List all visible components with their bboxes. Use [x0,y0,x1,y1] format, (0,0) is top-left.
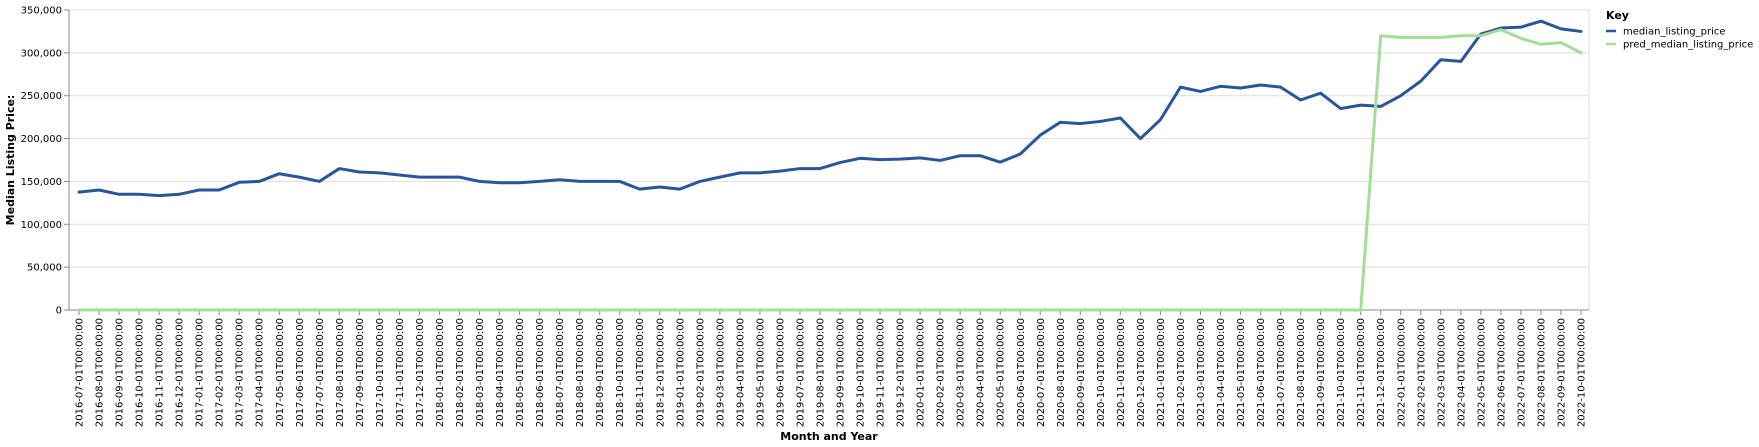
x-tick-label: 2017-05-01T00:00:00 [275,318,286,427]
x-tick-label: 2020-04-01T00:00:00 [976,318,987,427]
x-tick-label: 2016-09-01T00:00:00 [115,318,126,427]
x-tick-label: 2022-01-01T00:00:00 [1396,318,1407,427]
x-tick-label: 2018-11-01T00:00:00 [635,318,646,427]
x-tick-label: 2019-09-01T00:00:00 [836,318,847,427]
gridlines [69,9,1590,311]
x-tick-label: 2022-07-01T00:00:00 [1516,318,1527,427]
x-tick-label: 2021-06-01T00:00:00 [1256,318,1267,427]
x-tick-label: 2019-11-01T00:00:00 [876,318,887,427]
x-tick-label: 2020-07-01T00:00:00 [1036,318,1047,427]
x-tick-label: 2020-02-01T00:00:00 [936,318,947,427]
x-tick-label: 2016-10-01T00:00:00 [135,318,146,427]
legend: Key median_listing_price pred_median_list… [1606,9,1753,51]
x-tick-label: 2019-03-01T00:00:00 [715,318,726,427]
x-tick-label: 2022-09-01T00:00:00 [1556,318,1567,427]
legend-label: pred_median_listing_price [1623,40,1753,51]
x-tick-label: 2017-12-01T00:00:00 [415,318,426,427]
x-tick-label: 2017-09-01T00:00:00 [355,318,366,427]
x-tick-label: 2020-08-01T00:00:00 [1056,318,1067,427]
x-tick-label: 2021-03-01T00:00:00 [1196,318,1207,427]
x-tick-label: 2021-08-01T00:00:00 [1296,318,1307,427]
x-tick-label: 2021-01-01T00:00:00 [1156,318,1167,427]
x-tick-label: 2017-10-01T00:00:00 [375,318,386,427]
x-tick-label: 2016-11-01T00:00:00 [155,318,166,427]
x-tick-label: 2016-12-01T00:00:00 [175,318,186,427]
x-tick-label: 2021-11-01T00:00:00 [1356,318,1367,427]
x-tick-label: 2020-01-01T00:00:00 [916,318,927,427]
x-tick-label: 2021-05-01T00:00:00 [1236,318,1247,427]
x-tick-label: 2018-05-01T00:00:00 [515,318,526,427]
x-tick-label: 2022-04-01T00:00:00 [1456,318,1467,427]
x-tick-label: 2020-10-01T00:00:00 [1096,318,1107,427]
y-tick-label: 300,000 [21,48,62,59]
y-axis-title: Median Listing Price: [4,95,17,226]
x-tick-label: 2018-04-01T00:00:00 [495,318,506,427]
x-tick-label: 2020-11-01T00:00:00 [1116,318,1127,427]
x-tick-label: 2022-03-01T00:00:00 [1436,318,1447,427]
x-tick-label: 2016-08-01T00:00:00 [95,318,106,427]
x-tick-label: 2022-10-01T00:00:00 [1577,318,1588,427]
x-tick-label: 2017-07-01T00:00:00 [315,318,326,427]
x-tick-label: 2020-03-01T00:00:00 [956,318,967,427]
x-tick-label: 2019-02-01T00:00:00 [695,318,706,427]
x-tick-label: 2021-10-01T00:00:00 [1336,318,1347,427]
x-tick-label: 2021-07-01T00:00:00 [1276,318,1287,427]
legend-item: pred_median_listing_price [1606,40,1753,51]
x-tick-label: 2021-04-01T00:00:00 [1216,318,1227,427]
y-tick-label: 100,000 [21,220,62,231]
x-tick-label: 2019-12-01T00:00:00 [896,318,907,427]
x-tick-label: 2017-03-01T00:00:00 [235,318,246,427]
x-tick-label: 2018-08-01T00:00:00 [575,318,586,427]
x-tick-label: 2017-06-01T00:00:00 [295,318,306,427]
x-tick-label: 2017-11-01T00:00:00 [395,318,406,427]
y-tick-label: 250,000 [21,91,62,102]
y-axis: 0 50,000 100,000 150,000 200,000 250,000 300,0… [21,6,70,317]
x-tick-label: 2016-07-01T00:00:00 [75,318,86,427]
y-tick-label: 150,000 [21,177,62,188]
x-tick-label: 2019-08-01T00:00:00 [815,318,826,427]
x-tick-label: 2019-07-01T00:00:00 [795,318,806,427]
legend-title: Key [1606,9,1629,22]
x-tick-label: 2019-01-01T00:00:00 [675,318,686,427]
x-tick-label: 2017-04-01T00:00:00 [255,318,266,427]
x-tick-label: 2018-10-01T00:00:00 [615,318,626,427]
x-tick-label: 2021-12-01T00:00:00 [1376,318,1387,427]
x-tick-label: 2020-09-01T00:00:00 [1076,318,1087,427]
x-tick-label: 2019-06-01T00:00:00 [775,318,786,427]
x-tick-label: 2021-09-01T00:00:00 [1316,318,1327,427]
x-tick-label: 2020-05-01T00:00:00 [996,318,1007,427]
y-tick-label: 200,000 [21,134,62,145]
y-tick-label: 350,000 [21,6,62,17]
x-tick-label: 2021-02-01T00:00:00 [1176,318,1187,427]
series-line-pred-median-listing-price [77,28,1583,312]
x-tick-label: 2022-06-01T00:00:00 [1496,318,1507,427]
x-tick-label: 2022-02-01T00:00:00 [1416,318,1427,427]
series-line-median-listing-price [77,19,1583,198]
x-tick-label: 2022-08-01T00:00:00 [1536,318,1547,427]
legend-item: median_listing_price [1606,27,1726,38]
x-tick-label: 2019-04-01T00:00:00 [735,318,746,427]
series-lines [77,19,1583,312]
x-tick-label: 2018-01-01T00:00:00 [435,318,446,427]
x-tick-label: 2018-03-01T00:00:00 [475,318,486,427]
x-tick-label: 2018-02-01T00:00:00 [455,318,466,427]
x-tick-label: 2017-08-01T00:00:00 [335,318,346,427]
x-tick-label: 2018-09-01T00:00:00 [595,318,606,427]
x-axis-title: Month and Year [780,430,878,443]
x-axis: 2016-07-01T00:00:00 2016-08-01T00:00:00 20… [69,309,1589,427]
x-tick-label: 2020-12-01T00:00:00 [1136,318,1147,427]
y-tick-label: 0 [56,306,62,317]
x-tick-label: 2022-05-01T00:00:00 [1476,318,1487,427]
y-tick-label: 50,000 [27,263,62,274]
x-tick-label: 2018-06-01T00:00:00 [535,318,546,427]
x-tick-label: 2017-02-01T00:00:00 [215,318,226,427]
legend-label: median_listing_price [1623,27,1726,38]
x-tick-label: 2017-01-01T00:00:00 [195,318,206,427]
x-tick-label: 2018-07-01T00:00:00 [555,318,566,427]
x-tick-label: 2018-12-01T00:00:00 [655,318,666,427]
x-tick-label: 2019-10-01T00:00:00 [856,318,867,427]
x-tick-label: 2020-06-01T00:00:00 [1016,318,1027,427]
x-tick-label: 2019-05-01T00:00:00 [755,318,766,427]
